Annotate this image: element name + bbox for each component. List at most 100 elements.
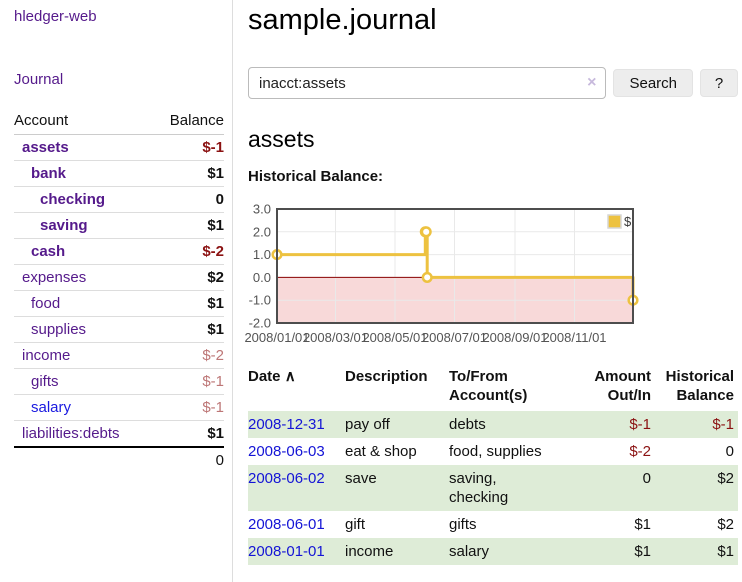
- transaction-date-link[interactable]: 2008-12-31: [248, 416, 325, 433]
- clear-search-icon[interactable]: ×: [587, 74, 597, 91]
- account-row: liabilities:debts $1: [14, 421, 224, 446]
- account-row: food $1: [14, 291, 224, 317]
- account-link-assets[interactable]: assets: [22, 139, 69, 156]
- account-link-bank[interactable]: bank: [31, 165, 67, 182]
- transaction-description: pay off: [345, 416, 390, 433]
- search-button[interactable]: Search: [613, 69, 693, 97]
- legend-swatch: [607, 214, 622, 229]
- account-column-header: Account: [14, 112, 69, 129]
- transactions-tbody: 2008-12-31 pay off debts $-1 $-1 2008-06-03 ea…: [248, 411, 738, 565]
- transaction-date-link[interactable]: 2008-06-01: [248, 516, 325, 533]
- account-balance: $-1: [202, 373, 224, 390]
- account-row: saving $1: [14, 213, 224, 239]
- svg-text:2.0: 2.0: [253, 224, 271, 239]
- app-title: hledger-web: [14, 8, 97, 25]
- accounts-table-header: Account Balance: [14, 108, 224, 135]
- search-box: ×: [248, 67, 607, 99]
- transaction-accounts: debts: [449, 416, 486, 433]
- account-row: expenses $2: [14, 265, 224, 291]
- account-row: supplies $1: [14, 317, 224, 343]
- transaction-balance: $2: [717, 516, 734, 533]
- account-row: gifts $-1: [14, 369, 224, 395]
- account-link-expenses[interactable]: expenses: [22, 269, 87, 286]
- account-row: cash $-2: [14, 239, 224, 265]
- data-point-marker: [421, 271, 433, 283]
- account-balance: $-2: [202, 243, 224, 260]
- legend-label: $: [624, 214, 632, 229]
- account-balance: 0: [215, 191, 224, 208]
- svg-text:2008/01/01: 2008/01/01: [244, 330, 309, 345]
- transaction-amount: $-2: [629, 443, 651, 460]
- accounts-column-header[interactable]: To/From Account(s): [449, 368, 528, 404]
- accounts-table: Account Balance assets $-1 bank $1 checking 0…: [14, 108, 224, 473]
- date-column-header[interactable]: Date ∧: [248, 368, 296, 385]
- account-row: bank $1: [14, 161, 224, 187]
- main-content: sample.journal × Search ? assets Histori…: [244, 0, 742, 565]
- data-point-marker: [420, 226, 432, 238]
- transaction-balance: $2: [717, 470, 734, 487]
- account-balance: $1: [207, 217, 224, 234]
- transaction-balance: 0: [725, 443, 734, 460]
- transaction-date-link[interactable]: 2008-01-01: [248, 543, 325, 560]
- account-balance: $2: [207, 269, 224, 286]
- account-balance: $-1: [202, 139, 224, 156]
- account-link-cash[interactable]: cash: [31, 243, 66, 260]
- account-link-income[interactable]: income: [22, 347, 71, 364]
- transaction-row[interactable]: 2008-06-01 gift gifts $1 $2: [248, 511, 738, 538]
- chart-title: Historical Balance:: [248, 168, 384, 185]
- page-title: sample.journal: [248, 4, 437, 36]
- transactions-table: Date ∧ Description To/From Account(s) Am…: [248, 365, 738, 565]
- transaction-description: income: [345, 543, 394, 560]
- balance-column-header[interactable]: Historical Balance: [665, 368, 734, 404]
- transaction-accounts: food, supplies: [449, 443, 542, 460]
- account-link-saving[interactable]: saving: [40, 217, 88, 234]
- svg-text:2008/09/01: 2008/09/01: [482, 330, 547, 345]
- svg-text:2008/03/01: 2008/03/01: [303, 330, 368, 345]
- svg-text:2008/11/01: 2008/11/01: [542, 330, 606, 345]
- transaction-accounts: gifts: [449, 516, 477, 533]
- sidebar-item-journal[interactable]: Journal: [14, 71, 64, 88]
- svg-text:-2.0: -2.0: [249, 316, 271, 331]
- account-row: checking 0: [14, 187, 224, 213]
- account-balance: $1: [207, 295, 224, 312]
- transaction-row[interactable]: 2008-06-03 eat & shop food, supplies $-2 0: [248, 438, 738, 465]
- svg-text:2008/05/01: 2008/05/01: [362, 330, 427, 345]
- transaction-row[interactable]: 2008-12-31 pay off debts $-1 $-1: [248, 411, 738, 438]
- account-link-gifts[interactable]: gifts: [31, 373, 59, 390]
- svg-text:0.0: 0.0: [253, 270, 271, 285]
- accounts-total-row: 0: [14, 446, 224, 473]
- svg-text:-1.0: -1.0: [249, 293, 271, 308]
- svg-text:1.0: 1.0: [253, 247, 271, 262]
- transaction-date-link[interactable]: 2008-06-02: [248, 470, 325, 487]
- account-link-checking[interactable]: checking: [40, 191, 106, 208]
- help-button[interactable]: ?: [700, 69, 738, 97]
- transaction-date-link[interactable]: 2008-06-03: [248, 443, 325, 460]
- transaction-row[interactable]: 2008-01-01 income salary $1 $1: [248, 538, 738, 565]
- account-balance: $1: [207, 425, 224, 442]
- sort-asc-icon: ∧: [284, 368, 296, 385]
- transaction-amount: 0: [642, 470, 651, 487]
- transaction-balance: $-1: [712, 416, 734, 433]
- account-link-supplies[interactable]: supplies: [31, 321, 87, 338]
- sidebar-account-rows: assets $-1 bank $1 checking 0 saving $1 cash $-2 e…: [14, 135, 224, 446]
- transaction-accounts: salary: [449, 543, 490, 560]
- account-balance: $1: [207, 321, 224, 338]
- search-input[interactable]: [248, 67, 607, 99]
- account-link-food[interactable]: food: [31, 295, 61, 312]
- account-page-title: assets: [248, 126, 315, 152]
- amount-column-header[interactable]: Amount Out/In: [594, 368, 651, 404]
- transaction-amount: $1: [634, 516, 651, 533]
- account-link-salary[interactable]: salary: [31, 399, 72, 416]
- transaction-description: save: [345, 470, 377, 487]
- transaction-amount: $-1: [629, 416, 651, 433]
- svg-text:2008/07/01: 2008/07/01: [422, 330, 487, 345]
- account-link-liabilities-debts[interactable]: liabilities:debts: [22, 425, 120, 442]
- description-column-header[interactable]: Description: [345, 368, 428, 385]
- account-row: assets $-1: [14, 135, 224, 161]
- account-row: salary $-1: [14, 395, 224, 421]
- transaction-balance: $1: [717, 543, 734, 560]
- transaction-row[interactable]: 2008-06-02 save saving, checking 0 $2: [248, 465, 738, 511]
- accounts-total-value: 0: [215, 452, 224, 469]
- account-balance: $-2: [202, 347, 224, 364]
- svg-text:3.0: 3.0: [253, 202, 271, 217]
